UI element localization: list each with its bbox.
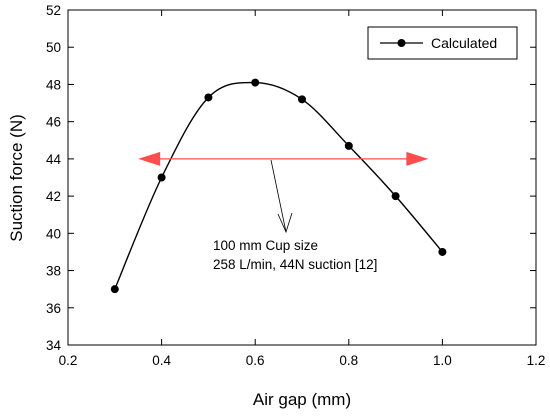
data-point — [204, 93, 213, 102]
y-tick-label: 48 — [46, 77, 61, 92]
x-tick-label: 0.8 — [339, 353, 358, 368]
y-tick-label: 42 — [46, 189, 61, 204]
plot-area: 0.2 0.4 0.6 0.8 1.0 1.2 34 36 38 40 42 44 46 48 50 52 — [46, 3, 545, 368]
x-tick-label: 0.6 — [246, 353, 265, 368]
x-tick-label: 0.4 — [152, 353, 171, 368]
y-tick-label: 44 — [46, 152, 62, 167]
data-point — [344, 141, 353, 150]
legend-marker — [397, 39, 406, 47]
y-tick-label: 34 — [46, 338, 62, 353]
y-tick-label: 52 — [46, 3, 61, 18]
reference-arrow-head-left — [138, 151, 161, 166]
data-point — [157, 173, 166, 182]
y-tick-label: 40 — [46, 226, 61, 241]
data-point — [438, 247, 447, 256]
annotation-pointer-head — [277, 212, 293, 234]
annotation-line-1: 100 mm Cup size — [213, 238, 318, 253]
data-point — [251, 78, 260, 87]
data-point — [298, 95, 306, 104]
x-tick-label: 1.0 — [433, 353, 452, 368]
data-point — [391, 192, 400, 201]
data-point — [110, 285, 119, 294]
x-tick-label: 1.2 — [527, 353, 546, 368]
legend: Calculated — [367, 26, 518, 60]
y-axis-title: Suction force (N) — [7, 114, 26, 242]
y-tick-label: 38 — [46, 264, 61, 279]
legend-label: Calculated — [431, 35, 497, 51]
x-axis-title: Air gap (mm) — [253, 390, 351, 409]
annotation-line-2: 258 L/min, 44N suction [12] — [213, 257, 377, 272]
y-tick-label: 36 — [46, 301, 61, 316]
annotation-pointer — [270, 159, 287, 233]
x-tick-label: 0.2 — [59, 353, 78, 368]
y-tick-label: 46 — [46, 115, 61, 130]
plot-frame — [67, 9, 537, 346]
reference-arrow-head-right — [406, 151, 429, 166]
y-tick-label: 50 — [46, 40, 61, 55]
